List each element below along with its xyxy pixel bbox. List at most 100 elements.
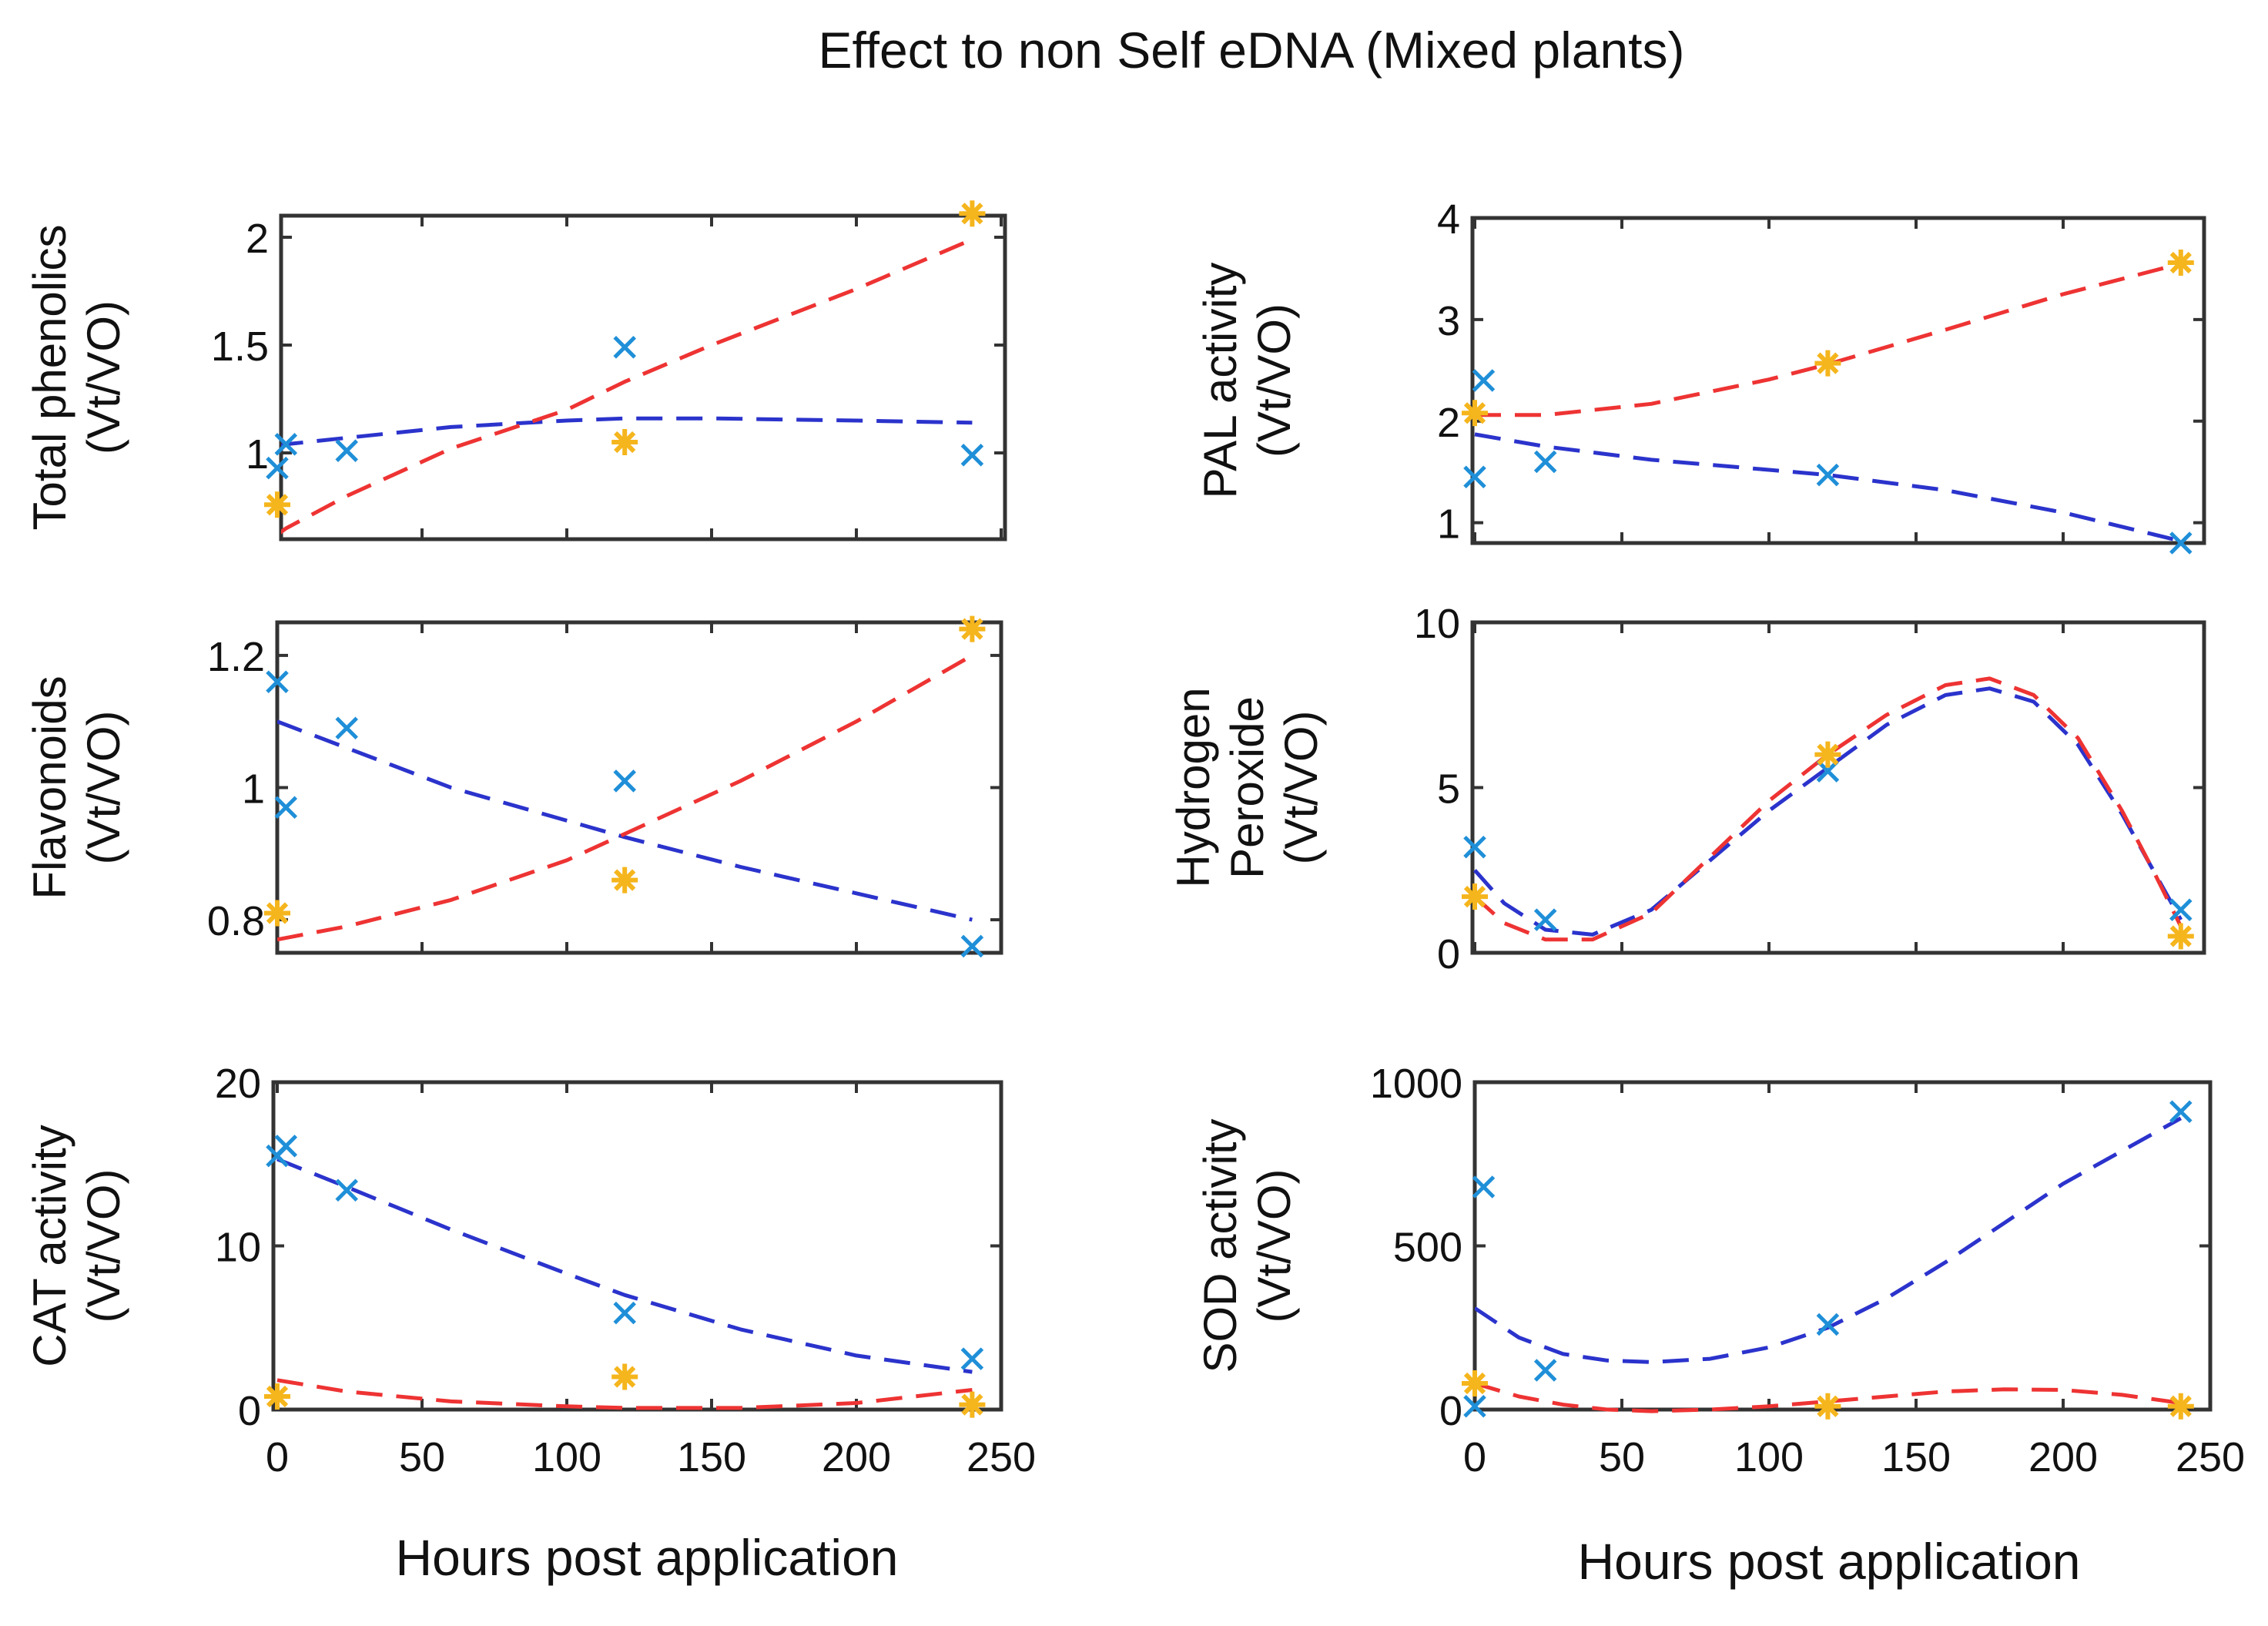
data-point-x bbox=[1533, 1359, 1557, 1382]
y-axis-label: PAL activity bbox=[1194, 263, 1246, 499]
y-axis-label: (Vt/VO) bbox=[78, 300, 129, 454]
x-tick-label: 250 bbox=[2176, 1434, 2245, 1480]
data-point-x bbox=[1816, 1313, 1840, 1336]
axes-frame bbox=[1470, 216, 2206, 545]
data-point-x bbox=[1816, 463, 1840, 487]
y-tick-label: 2 bbox=[246, 216, 269, 262]
data-point-x bbox=[2169, 1100, 2193, 1124]
x-tick-label: 150 bbox=[677, 1434, 746, 1480]
data-point-x bbox=[266, 670, 289, 693]
x-tick-label: 100 bbox=[1734, 1434, 1804, 1480]
axes-frame bbox=[279, 213, 1007, 541]
data-point-x bbox=[274, 433, 298, 456]
data-point-star bbox=[959, 200, 986, 227]
y-tick-label: 0 bbox=[1439, 1388, 1462, 1434]
y-tick-label: 1 bbox=[1437, 501, 1460, 548]
x-tick-label: 200 bbox=[822, 1434, 891, 1480]
y-tick-label: 20 bbox=[215, 1061, 261, 1107]
data-point-star bbox=[611, 867, 638, 893]
fit-curve-blue bbox=[277, 719, 973, 922]
x-tick-label: 0 bbox=[266, 1434, 289, 1480]
y-axis-label: Hydrogen bbox=[1168, 687, 1219, 887]
data-point-star bbox=[959, 615, 986, 642]
axes-frame bbox=[1470, 620, 2206, 955]
data-point-x bbox=[1463, 1394, 1486, 1418]
y-axis-label: Peroxide bbox=[1221, 696, 1273, 879]
x-axis-label-right: Hours post application bbox=[1577, 1533, 2080, 1590]
data-point-star bbox=[1462, 883, 1488, 910]
data-point-x bbox=[1533, 908, 1557, 931]
y-tick-label: 10 bbox=[215, 1225, 261, 1271]
fit-curve-red bbox=[1473, 676, 2183, 942]
data-point-x bbox=[1463, 835, 1486, 859]
data-point-star bbox=[264, 491, 290, 518]
panel-1: 1 1.5 2 Total phenolics (Vt/VO) bbox=[24, 200, 1007, 541]
y-tick-label: 4 bbox=[1437, 196, 1460, 243]
panel-3: 0.8 1 1.2 Flavonoids (Vt/VO) bbox=[24, 615, 1003, 958]
y-tick-label: 10 bbox=[1414, 601, 1460, 647]
data-point-x bbox=[960, 934, 984, 958]
x-tick-label: 200 bbox=[2028, 1434, 2098, 1480]
panel-2: 1 2 3 4 PAL activity (Vt/VO) bbox=[1194, 196, 2206, 555]
fit-curve-red bbox=[276, 1378, 973, 1410]
data-point-x bbox=[613, 336, 636, 359]
y-tick-label: 3 bbox=[1437, 298, 1460, 344]
data-point-x bbox=[266, 456, 289, 480]
data-point-star bbox=[1814, 741, 1841, 768]
y-axis-label: CAT activity bbox=[24, 1125, 75, 1367]
data-point-x bbox=[335, 716, 359, 740]
data-point-x bbox=[1472, 1175, 1496, 1199]
y-axis-label: (Vt/VO) bbox=[78, 710, 129, 864]
data-point-x bbox=[335, 439, 359, 462]
data-point-star bbox=[1462, 1370, 1488, 1396]
figure-title: Effect to non Self eDNA (Mixed plants) bbox=[819, 22, 1685, 79]
x-tick-label: 0 bbox=[1463, 1434, 1486, 1480]
y-tick-label: 0 bbox=[1437, 931, 1460, 977]
x-tick-label: 50 bbox=[399, 1434, 445, 1480]
data-point-star bbox=[1814, 350, 1841, 377]
y-tick-label: 1.5 bbox=[211, 324, 269, 370]
y-tick-label: 1 bbox=[242, 766, 265, 813]
y-tick-label: 5 bbox=[1437, 766, 1460, 813]
y-tick-label: 1.2 bbox=[207, 634, 265, 680]
data-point-star bbox=[2167, 923, 2194, 950]
data-point-x bbox=[274, 1135, 298, 1158]
fit-curve-red bbox=[281, 237, 973, 535]
fit-curve-red bbox=[1475, 1381, 2182, 1413]
y-tick-label: 0.8 bbox=[207, 898, 265, 944]
data-point-star bbox=[1462, 400, 1488, 427]
fit-curve-red bbox=[1475, 261, 2182, 417]
data-point-x bbox=[960, 1347, 984, 1370]
data-point-star bbox=[959, 1391, 986, 1418]
fit-curve-red bbox=[277, 653, 973, 942]
data-point-x bbox=[274, 796, 298, 820]
x-axis-label-left: Hours post application bbox=[395, 1529, 898, 1586]
data-point-star bbox=[1814, 1393, 1841, 1420]
data-point-star bbox=[611, 429, 638, 455]
y-tick-label: 0 bbox=[238, 1388, 261, 1434]
y-axis-label: Flavonoids bbox=[24, 676, 75, 899]
data-point-x bbox=[335, 1178, 359, 1202]
data-point-star bbox=[611, 1363, 638, 1390]
panel-6: 0 500 1000 0 50 100 150 200 250 SOD activity (Vt/V… bbox=[1194, 1061, 2245, 1480]
x-tick-label: 50 bbox=[1599, 1434, 1645, 1480]
x-tick-label: 150 bbox=[1881, 1434, 1951, 1480]
fit-curve-blue bbox=[276, 1157, 973, 1374]
data-point-star bbox=[264, 900, 290, 927]
data-point-x bbox=[613, 769, 636, 793]
y-axis-label: (Vt/VO) bbox=[78, 1168, 129, 1323]
data-point-x bbox=[2169, 898, 2193, 921]
y-axis-label: (Vt/VO) bbox=[1248, 1168, 1300, 1323]
data-point-x bbox=[613, 1301, 636, 1325]
data-point-x bbox=[1463, 465, 1486, 489]
data-point-x bbox=[1472, 369, 1496, 392]
data-point-star bbox=[2167, 1393, 2194, 1420]
y-axis-label: (Vt/VO) bbox=[1275, 710, 1327, 864]
data-point-x bbox=[960, 444, 984, 467]
fit-curve-blue bbox=[1473, 686, 2183, 937]
data-point-x bbox=[2169, 531, 2193, 555]
x-tick-label: 100 bbox=[532, 1434, 601, 1480]
panel-4: 0 5 10 Hydrogen Peroxide (Vt/VO) bbox=[1168, 601, 2206, 977]
data-point-star bbox=[2167, 250, 2194, 277]
data-point-star bbox=[264, 1383, 290, 1410]
